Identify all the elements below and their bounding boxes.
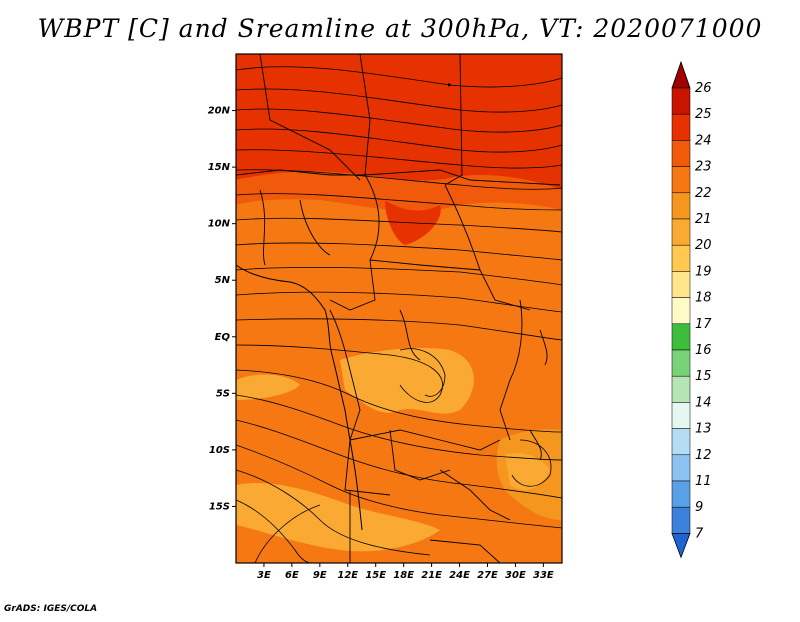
colorbar-level-label: 19	[695, 264, 712, 279]
colorbar-level-label: 16	[695, 343, 712, 358]
colorbar-segment	[671, 113, 691, 141]
colorbar-segment	[671, 192, 691, 220]
colorbar-level-label: 21	[695, 212, 712, 227]
colorbar-segment	[671, 166, 691, 194]
lat-tick-label: 5S	[216, 388, 230, 399]
colorbar-segment	[671, 349, 691, 377]
colorbar-over-triangle	[671, 60, 691, 89]
lon-tick-label: 6E	[285, 570, 299, 581]
colorbar-segment	[671, 402, 691, 429]
lat-tick-label: 15S	[209, 501, 230, 512]
lon-tick-label: 21E	[421, 570, 442, 581]
lon-axis: 3E 6E 9E 12E 15E 18E 21E 24E 27E 30E 33E	[257, 563, 554, 581]
lat-axis: 20N 15N 10N 5N EQ 5S 10S 15S	[208, 106, 236, 512]
lon-tick-label: 30E	[505, 570, 526, 581]
wbpt-shading	[236, 54, 562, 563]
lon-tick-label: 12E	[337, 570, 358, 581]
lat-tick-label: 20N	[208, 106, 231, 117]
colorbar-level-label: 7	[695, 526, 704, 541]
colorbar-segment	[671, 87, 691, 115]
country-borders	[236, 54, 561, 563]
colorbar-level-label: 14	[695, 395, 712, 410]
colorbar-segment	[671, 218, 691, 246]
colorbar-level-label: 17	[695, 317, 712, 332]
colorbar-level-label: 15	[695, 369, 712, 384]
coastline	[236, 264, 363, 531]
lon-tick-label: 18E	[393, 570, 414, 581]
grads-credit: GrADS: IGES/COLA	[4, 604, 98, 614]
colorbar: 26 25 24 23 22 21 20 19 18 17 16 15 14 13 12 11 9 7	[671, 60, 712, 559]
colorbar-segment	[671, 428, 691, 456]
lat-tick-label: 5N	[215, 275, 231, 286]
colorbar-segment	[671, 323, 691, 351]
lon-tick-label: 33E	[533, 570, 554, 581]
lon-tick-label: 27E	[477, 570, 498, 581]
lon-tick-label: 24E	[449, 570, 470, 581]
colorbar-level-label: 25	[695, 107, 712, 122]
colorbar-level-label: 22	[695, 186, 712, 201]
colorbar-level-label: 18	[695, 291, 712, 306]
colorbar-segment	[671, 480, 691, 508]
colorbar-under-triangle	[671, 533, 691, 559]
colorbar-level-label: 12	[695, 448, 712, 463]
colorbar-level-label: 20	[695, 238, 712, 253]
colorbar-level-label: 11	[695, 474, 712, 489]
colorbar-segment	[671, 244, 691, 272]
lon-tick-label: 3E	[257, 570, 271, 581]
colorbar-level-label: 13	[695, 422, 712, 437]
colorbar-segment	[671, 375, 691, 403]
lat-tick-label: 10S	[209, 445, 230, 456]
colorbar-level-label: 23	[695, 160, 712, 175]
chart-title: WBPT [C] and Sreamline at 300hPa, VT: 20…	[37, 14, 763, 43]
colorbar-segment	[671, 454, 691, 482]
colorbar-segment	[671, 506, 691, 534]
lat-tick-label: EQ	[215, 332, 231, 343]
lon-tick-label: 15E	[365, 570, 386, 581]
colorbar-level-label: 26	[695, 81, 712, 96]
lat-tick-label: 15N	[208, 162, 231, 173]
lon-tick-label: 9E	[313, 570, 327, 581]
colorbar-segment	[671, 271, 691, 298]
colorbar-level-label: 24	[695, 133, 712, 148]
colorbar-segment	[671, 297, 691, 325]
lat-tick-label: 10N	[208, 219, 231, 230]
colorbar-segment	[671, 140, 691, 167]
map-frame	[235, 53, 563, 564]
colorbar-level-label: 9	[695, 500, 703, 515]
